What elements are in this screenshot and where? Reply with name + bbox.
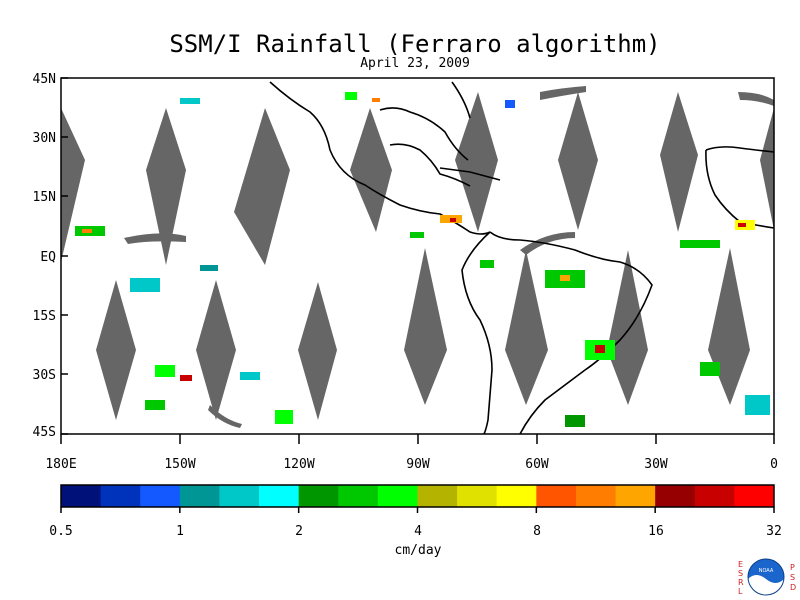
lat-label: 45S — [33, 425, 56, 440]
colorbar-swatch — [219, 485, 260, 507]
lon-label: 150W — [164, 457, 195, 472]
logo-letter: S — [738, 569, 743, 578]
colorbar-swatch — [615, 485, 656, 507]
colorbar-swatch — [417, 485, 458, 507]
lon-label: 0 — [770, 457, 778, 472]
colorbar-swatch — [575, 485, 617, 507]
colorbar-swatch — [298, 485, 339, 507]
colorbar-tick-label: 2 — [295, 524, 303, 539]
rain-cells — [75, 92, 770, 427]
lat-label: 15N — [33, 190, 56, 205]
colorbar — [60, 484, 775, 513]
chart-date: April 23, 2009 — [360, 56, 470, 71]
logo-letter: P — [790, 563, 795, 572]
chart-title: SSM/I Rainfall (Ferraro algorithm) — [169, 30, 661, 58]
lon-label: 120W — [283, 457, 314, 472]
logo-letter: S — [790, 573, 795, 582]
swath-gap — [61, 108, 85, 262]
colorbar-swatch — [179, 485, 220, 507]
lon-label: 30W — [644, 457, 668, 472]
lon-label: 90W — [406, 457, 430, 472]
logo-letter: D — [790, 583, 796, 592]
lon-axis — [60, 434, 775, 444]
colorbar-swatch — [496, 485, 537, 507]
colorbar-swatch — [655, 485, 696, 507]
lat-label: 15S — [33, 309, 56, 324]
lat-axis — [61, 77, 68, 435]
coastlines — [269, 81, 775, 435]
colorbar-swatch — [100, 485, 141, 507]
colorbar-swatch — [694, 485, 735, 507]
swath-gaps — [61, 86, 774, 428]
colorbar-tick-label: 4 — [414, 524, 422, 539]
colorbar-tick-label: 8 — [533, 524, 541, 539]
colorbar-swatch — [338, 485, 379, 507]
colorbar-swatch — [377, 485, 418, 507]
lat-label: EQ — [40, 250, 56, 265]
colorbar-tick-label: 0.5 — [49, 524, 72, 539]
colorbar-unit-label: cm/day — [395, 543, 442, 558]
colorbar-tick-label: 1 — [176, 524, 184, 539]
noaa-seal-text: NOAA — [759, 568, 774, 574]
lat-label: 45N — [33, 72, 56, 87]
colorbar-swatch — [259, 485, 300, 507]
colorbar-swatch — [61, 485, 102, 507]
noaa-esrl-psd-logo: E S R L P S D NOAA — [738, 558, 796, 596]
colorbar-swatch — [457, 485, 498, 507]
colorbar-swatch — [140, 485, 181, 507]
colorbar-tick-label: 16 — [648, 524, 664, 539]
colorbar-swatch — [536, 485, 577, 507]
colorbar-tick-label: 32 — [766, 524, 782, 539]
lon-label: 180E — [45, 457, 76, 472]
logo-letter: E — [738, 560, 743, 569]
logo-letter: R — [738, 578, 744, 587]
lat-label: 30S — [33, 368, 56, 383]
lon-label: 60W — [525, 457, 549, 472]
colorbar-swatch — [734, 485, 775, 507]
lat-label: 30N — [33, 131, 56, 146]
logo-letter: L — [738, 587, 743, 596]
